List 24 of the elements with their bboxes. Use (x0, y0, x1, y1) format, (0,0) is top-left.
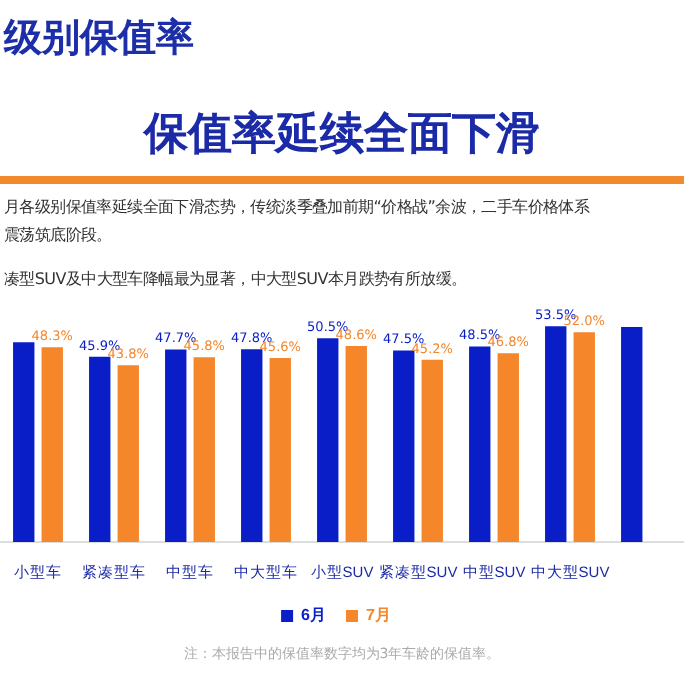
bar (241, 349, 263, 542)
bar (89, 356, 111, 542)
bar (317, 338, 339, 542)
bar (165, 349, 187, 542)
bar (573, 332, 595, 542)
bar (545, 326, 567, 542)
bar (621, 327, 643, 542)
legend-label: 6月 (301, 606, 327, 625)
bar (193, 357, 215, 542)
bar (497, 353, 519, 542)
chart-title: 保值率延续全面下滑 (141, 107, 542, 164)
bar (393, 350, 415, 542)
text: 凑型SUV及中大型车降幅最为显著，中大型SUV本月跌势有所放缓。 (4, 268, 467, 290)
bar (117, 365, 139, 542)
text: 震荡筑底阶段。 (4, 224, 112, 246)
bar (13, 342, 35, 542)
bar (345, 345, 367, 542)
text: 月各级别保值率延续全面下滑态势，传统淡季叠加前期“价格战”余波，二手车价格体系 (4, 196, 590, 218)
bar (269, 358, 291, 542)
text: 级别保值率 (4, 14, 194, 64)
bar (41, 347, 63, 542)
bar (469, 346, 491, 542)
legend-label: 7月 (366, 606, 391, 625)
bar (421, 359, 443, 542)
